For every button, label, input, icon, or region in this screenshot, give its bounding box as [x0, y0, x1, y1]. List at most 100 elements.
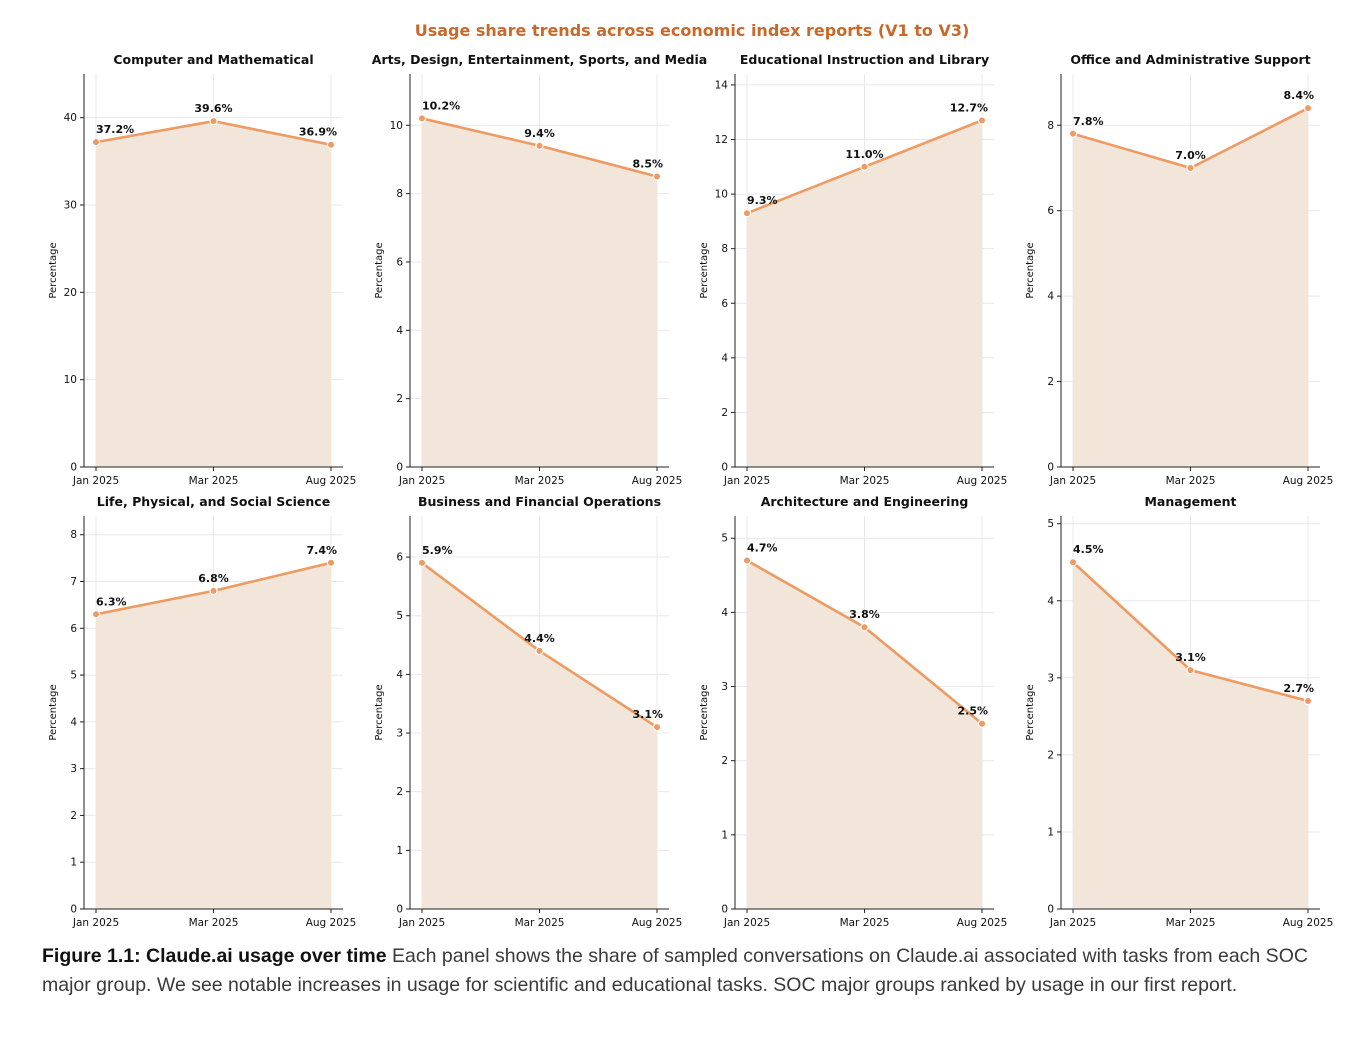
- y-tick-label: 5: [70, 670, 77, 682]
- figure-caption: Figure 1.1: Claude.ai usage over time Ea…: [42, 942, 1332, 1000]
- y-tick-label: 6: [396, 256, 403, 268]
- data-point: [535, 141, 544, 150]
- area-fill: [96, 562, 331, 909]
- data-label: 3.1%: [632, 708, 663, 721]
- x-tick-label: Aug 2025: [1283, 917, 1334, 929]
- y-tick-label: 20: [64, 287, 77, 299]
- caption-title: Figure 1.1: Claude.ai usage over time: [42, 945, 387, 967]
- y-tick-label: 0: [396, 462, 403, 474]
- y-tick-label: 3: [1047, 672, 1054, 684]
- y-tick-label: 2: [721, 407, 728, 419]
- y-tick-label: 2: [1047, 749, 1054, 761]
- x-tick-label: Mar 2025: [515, 917, 565, 929]
- y-axis-label: Percentage: [374, 242, 385, 298]
- y-tick-label: 4: [70, 716, 77, 728]
- y-tick-label: 6: [396, 552, 403, 564]
- data-label: 11.0%: [845, 148, 883, 161]
- y-axis-label: Percentage: [1025, 242, 1036, 298]
- y-tick-label: 0: [721, 904, 728, 916]
- y-tick-label: 0: [70, 462, 77, 474]
- data-label: 6.3%: [96, 595, 127, 608]
- x-tick-label: Jan 2025: [1049, 475, 1096, 487]
- data-point: [417, 114, 427, 123]
- area-fill: [422, 118, 657, 467]
- y-axis-label: Percentage: [374, 684, 385, 740]
- panel-title: Business and Financial Operations: [418, 494, 661, 509]
- x-tick-label: Mar 2025: [840, 475, 890, 487]
- data-label: 3.1%: [1175, 651, 1206, 664]
- y-tick-label: 4: [721, 352, 728, 364]
- data-point: [326, 140, 336, 149]
- y-tick-label: 0: [70, 904, 77, 916]
- x-tick-label: Aug 2025: [1283, 475, 1334, 487]
- y-tick-label: 2: [396, 393, 403, 405]
- data-label: 9.4%: [524, 127, 555, 140]
- area-fill: [747, 120, 982, 467]
- y-tick-label: 10: [64, 374, 77, 386]
- y-tick-label: 8: [1047, 120, 1054, 132]
- x-tick-label: Mar 2025: [1166, 917, 1216, 929]
- panel-title: Computer and Mathematical: [113, 52, 313, 67]
- data-label: 3.8%: [849, 608, 880, 621]
- area-fill: [1073, 108, 1308, 467]
- y-tick-label: 4: [721, 607, 728, 619]
- x-tick-label: Mar 2025: [515, 475, 565, 487]
- data-label: 36.9%: [299, 126, 337, 139]
- y-tick-label: 5: [396, 610, 403, 622]
- y-tick-label: 0: [1047, 904, 1054, 916]
- data-point: [91, 137, 101, 147]
- y-tick-label: 6: [70, 623, 77, 635]
- data-label: 6.8%: [198, 572, 229, 585]
- panel-title: Educational Instruction and Library: [740, 52, 989, 67]
- x-tick-label: Jan 2025: [398, 917, 445, 929]
- chart-panel: 4.7% 3.8% 2.5% 0 1 2 3 4 5 Jan 2025 Mar 2025 Aug 20…: [699, 494, 1007, 929]
- y-tick-label: 4: [1047, 595, 1054, 607]
- x-tick-label: Jan 2025: [1049, 917, 1096, 929]
- y-axis-label: Percentage: [1025, 684, 1036, 740]
- y-tick-label: 5: [1047, 518, 1054, 530]
- x-tick-label: Jan 2025: [723, 475, 770, 487]
- panel-title: Arts, Design, Entertainment, Sports, and…: [372, 52, 707, 67]
- y-axis-label: Percentage: [48, 242, 59, 298]
- chart-panel: 10.2% 9.4% 8.5% 0 2 4 6 8 10 Jan 2025 Mar 2025 Aug …: [372, 52, 707, 487]
- y-tick-label: 4: [396, 325, 403, 337]
- data-label: 8.4%: [1283, 89, 1314, 102]
- data-point: [977, 719, 987, 728]
- data-point: [535, 646, 544, 656]
- data-label: 39.6%: [194, 102, 232, 115]
- data-point: [91, 610, 101, 619]
- y-tick-label: 3: [396, 728, 403, 740]
- data-label: 7.0%: [1175, 149, 1206, 162]
- panel-title: Architecture and Engineering: [761, 494, 969, 509]
- y-axis-label: Percentage: [699, 684, 710, 740]
- x-tick-label: Aug 2025: [957, 475, 1008, 487]
- chart-panel: 7.8% 7.0% 8.4% 0 2 4 6 8 Jan 2025 Mar 2025 Aug 202…: [1025, 52, 1333, 487]
- y-tick-label: 6: [721, 298, 728, 310]
- data-label: 4.4%: [524, 632, 555, 645]
- data-label: 12.7%: [950, 101, 988, 114]
- data-point: [1068, 129, 1078, 139]
- x-tick-label: Aug 2025: [632, 917, 683, 929]
- data-point: [417, 558, 427, 568]
- caption-text: Each panel shows the share of sampled co…: [42, 945, 1308, 996]
- y-tick-label: 2: [721, 755, 728, 767]
- x-tick-label: Mar 2025: [189, 475, 239, 487]
- data-label: 4.7%: [747, 541, 778, 554]
- data-point: [742, 208, 752, 218]
- x-tick-label: Aug 2025: [306, 475, 357, 487]
- data-label: 37.2%: [96, 123, 134, 136]
- y-axis-label: Percentage: [699, 242, 710, 298]
- data-label: 8.5%: [632, 158, 663, 171]
- y-tick-label: 3: [70, 763, 77, 775]
- data-label: 2.5%: [957, 705, 988, 718]
- x-tick-label: Aug 2025: [957, 917, 1008, 929]
- y-tick-label: 1: [396, 845, 403, 857]
- data-point: [209, 116, 218, 126]
- y-tick-label: 2: [70, 810, 77, 822]
- data-point: [1303, 103, 1313, 113]
- y-tick-label: 3: [721, 681, 728, 693]
- data-label: 5.9%: [422, 544, 453, 557]
- y-axis-label: Percentage: [48, 684, 59, 740]
- data-label: 9.3%: [747, 194, 778, 207]
- y-tick-label: 14: [715, 79, 729, 91]
